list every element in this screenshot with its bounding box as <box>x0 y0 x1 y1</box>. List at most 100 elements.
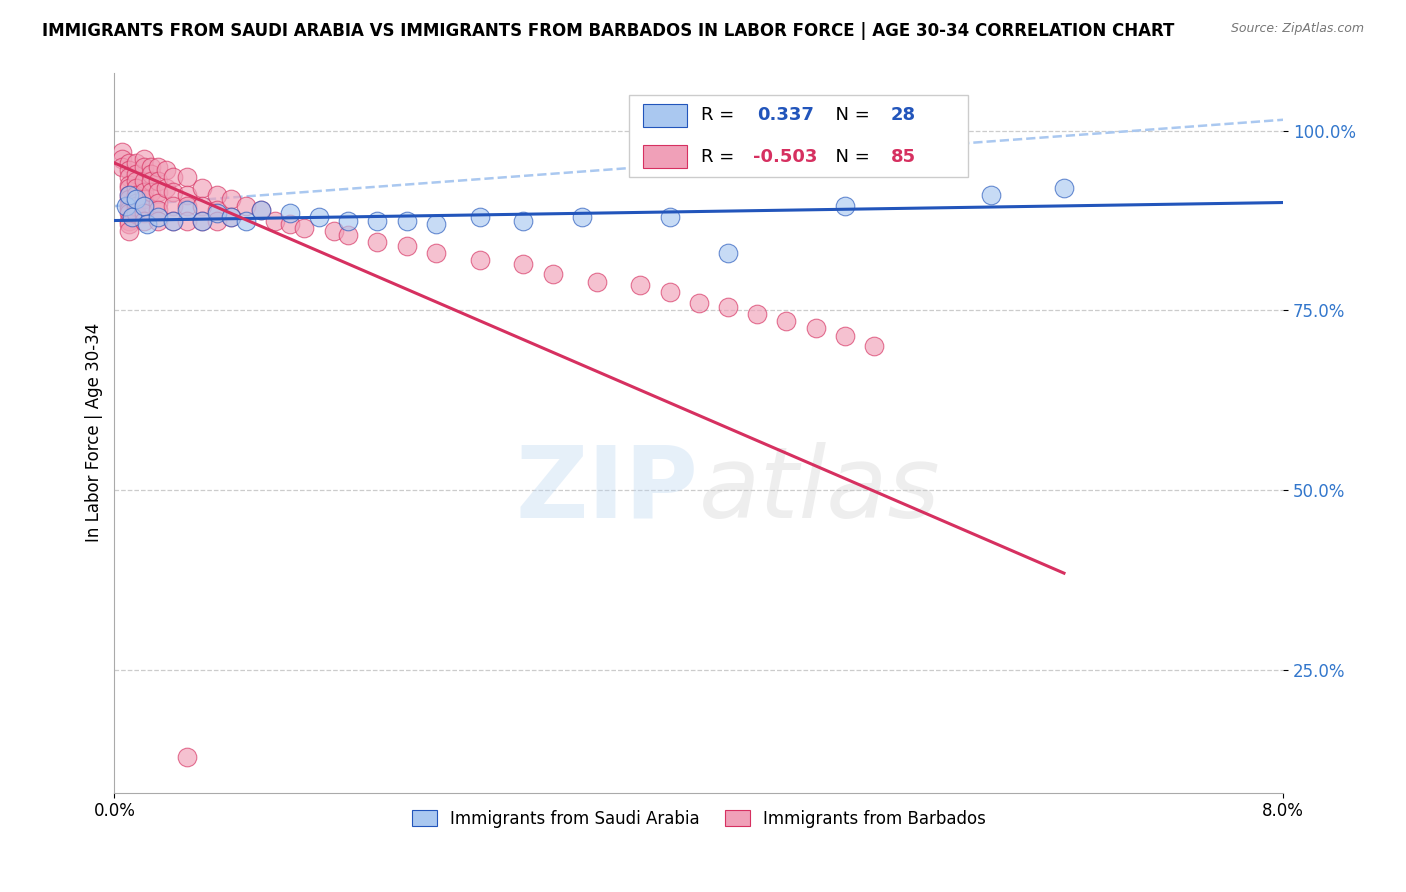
Point <box>132 199 155 213</box>
Point <box>395 238 418 252</box>
Point <box>205 213 228 227</box>
Point <box>235 213 257 227</box>
Point <box>118 188 141 202</box>
Point <box>205 206 228 220</box>
Point <box>717 246 740 260</box>
Point <box>1053 181 1076 195</box>
Point <box>111 160 134 174</box>
Point <box>118 202 141 217</box>
Point <box>176 202 198 217</box>
Point <box>658 210 681 224</box>
Text: N =: N = <box>824 106 876 124</box>
Point <box>132 206 155 220</box>
Point <box>125 156 148 170</box>
Point <box>425 217 447 231</box>
Point <box>468 210 491 224</box>
Point <box>278 206 301 220</box>
Point <box>115 199 138 213</box>
Point <box>162 185 184 199</box>
Point <box>717 300 740 314</box>
Text: 85: 85 <box>890 148 915 166</box>
Point <box>337 227 360 242</box>
Point <box>162 199 184 213</box>
Point <box>125 195 148 210</box>
Point <box>834 199 856 213</box>
Point <box>863 339 886 353</box>
FancyBboxPatch shape <box>628 95 967 178</box>
Point <box>121 210 143 224</box>
Point <box>132 199 155 213</box>
Point <box>219 192 242 206</box>
Text: -0.503: -0.503 <box>752 148 817 166</box>
Point <box>219 210 242 224</box>
Point <box>125 192 148 206</box>
Point <box>118 181 141 195</box>
Point <box>155 181 177 195</box>
Point <box>118 170 141 185</box>
Point <box>205 188 228 202</box>
Point <box>155 163 177 178</box>
FancyBboxPatch shape <box>643 103 688 127</box>
Point <box>191 213 214 227</box>
Point <box>148 174 170 188</box>
Point <box>118 188 141 202</box>
Text: R =: R = <box>702 106 740 124</box>
Point <box>541 268 564 282</box>
Point <box>395 213 418 227</box>
Point <box>148 195 170 210</box>
Point <box>118 178 141 192</box>
Point <box>135 217 157 231</box>
Point <box>366 235 388 249</box>
Text: ZIP: ZIP <box>516 442 699 539</box>
Point <box>125 181 148 195</box>
Point <box>176 170 198 185</box>
Point <box>132 213 155 227</box>
Point <box>980 188 1002 202</box>
Legend: Immigrants from Saudi Arabia, Immigrants from Barbados: Immigrants from Saudi Arabia, Immigrants… <box>405 804 993 835</box>
Y-axis label: In Labor Force | Age 30-34: In Labor Force | Age 30-34 <box>86 323 103 542</box>
Point <box>264 213 287 227</box>
Text: 0.337: 0.337 <box>758 106 814 124</box>
Point <box>308 210 330 224</box>
Point <box>118 199 141 213</box>
Point <box>278 217 301 231</box>
Point <box>118 224 141 238</box>
Point <box>162 170 184 185</box>
Point <box>176 213 198 227</box>
Point <box>148 210 170 224</box>
Point <box>191 213 214 227</box>
Point <box>775 314 797 328</box>
Point <box>292 220 315 235</box>
Point <box>747 307 769 321</box>
Point <box>125 188 148 202</box>
Point <box>118 192 141 206</box>
Point <box>139 167 162 181</box>
Point <box>132 192 155 206</box>
Point <box>834 328 856 343</box>
Point <box>322 224 344 238</box>
Point <box>658 285 681 300</box>
Point <box>125 174 148 188</box>
Text: 28: 28 <box>890 106 915 124</box>
Point <box>118 156 141 170</box>
Point <box>512 213 534 227</box>
Point <box>125 167 148 181</box>
Text: atlas: atlas <box>699 442 941 539</box>
Point <box>118 206 141 220</box>
Text: N =: N = <box>824 148 876 166</box>
Point <box>235 199 257 213</box>
Point <box>148 202 170 217</box>
Point <box>249 202 271 217</box>
Point <box>132 185 155 199</box>
Point <box>249 202 271 217</box>
Point <box>139 174 162 188</box>
Point <box>111 145 134 160</box>
Point <box>191 199 214 213</box>
Point <box>118 163 141 178</box>
Point <box>585 275 607 289</box>
Point <box>118 213 141 227</box>
Point <box>132 153 155 167</box>
Point <box>148 213 170 227</box>
Text: Source: ZipAtlas.com: Source: ZipAtlas.com <box>1230 22 1364 36</box>
Point <box>176 188 198 202</box>
